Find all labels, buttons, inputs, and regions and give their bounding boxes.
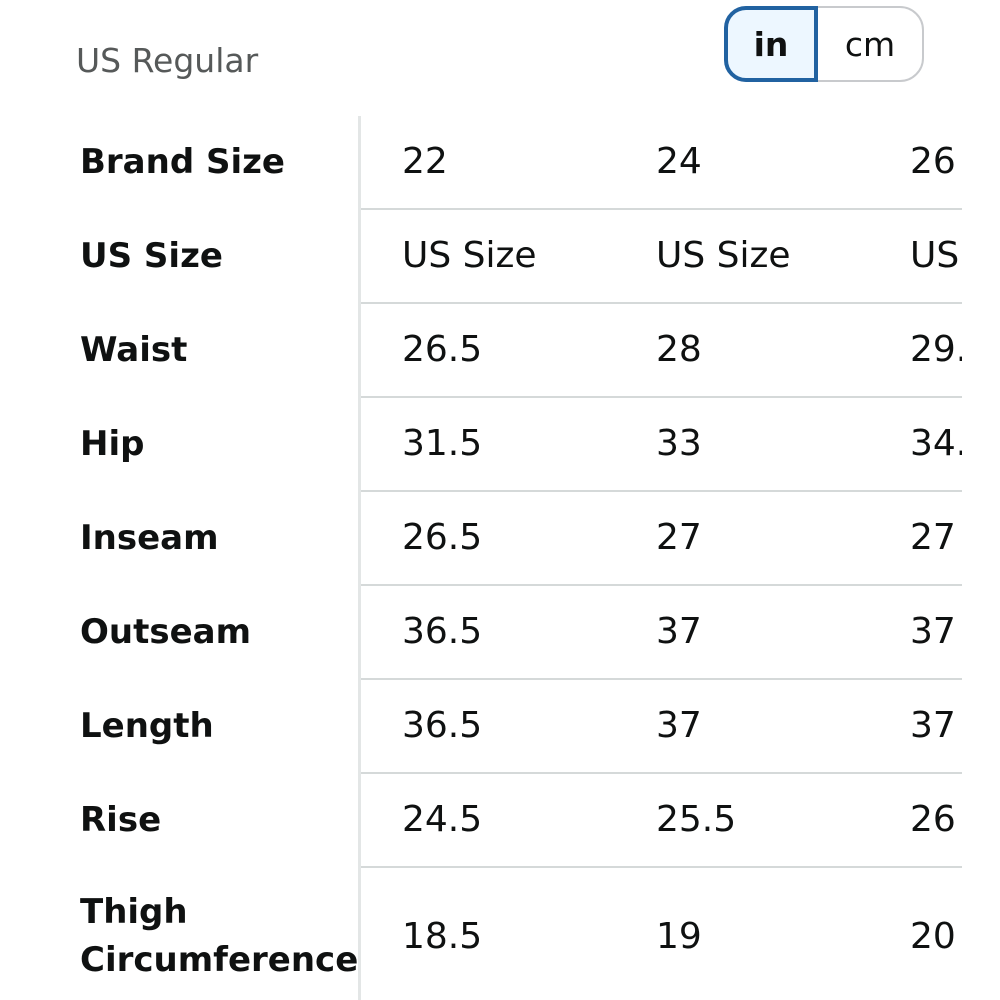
table-cell: 26 [910, 799, 956, 840]
row-divider [361, 772, 962, 774]
table-cell: 33 [656, 423, 702, 464]
table-cell: 18.5 [402, 916, 483, 957]
row-header: Outseam [80, 612, 252, 652]
size-chart-table: Brand Size 22 24 26 US Size US Size US S… [0, 116, 962, 1000]
row-header: Rise [80, 800, 162, 840]
table-cell: 27 [910, 517, 956, 558]
table-cell: 20 [910, 916, 956, 957]
row-header: Waist [80, 330, 188, 370]
row-divider [361, 396, 962, 398]
unit-toggle[interactable]: in cm [724, 6, 924, 82]
table-cell: 22 [402, 141, 448, 182]
region-label: US Regular [76, 41, 259, 80]
row-header: Brand Size [80, 142, 285, 182]
table-cell: US Size [402, 235, 537, 276]
table-cell: 27 [656, 517, 702, 558]
table-cell: 37 [656, 705, 702, 746]
table-cell: 29. [910, 329, 962, 370]
row-header: Inseam [80, 518, 219, 558]
table-cell: US [910, 235, 960, 276]
row-header-line: Circumference [80, 940, 359, 980]
table-cell: 31.5 [402, 423, 483, 464]
row-divider [361, 490, 962, 492]
row-divider [361, 678, 962, 680]
table-cell: 26 [910, 141, 956, 182]
table-cell: 28 [656, 329, 702, 370]
row-header: US Size [80, 236, 223, 276]
row-divider [361, 208, 962, 210]
table-cell: 25.5 [656, 799, 737, 840]
row-header: Length [80, 706, 214, 746]
table-cell: 26.5 [402, 517, 483, 558]
row-divider [361, 866, 962, 868]
unit-option-in[interactable]: in [724, 6, 818, 82]
table-cell: 34. [910, 423, 962, 464]
column-divider [358, 116, 361, 1000]
row-header-line: Thigh [80, 892, 188, 932]
table-cell: 36.5 [402, 705, 483, 746]
row-header: Hip [80, 424, 145, 464]
table-cell: 37 [910, 611, 956, 652]
table-cell: 26.5 [402, 329, 483, 370]
row-divider [361, 302, 962, 304]
unit-option-cm[interactable]: cm [844, 24, 896, 64]
table-cell: 36.5 [402, 611, 483, 652]
table-cell: 37 [910, 705, 956, 746]
table-cell: 37 [656, 611, 702, 652]
table-cell: 24 [656, 141, 702, 182]
table-cell: 19 [656, 916, 702, 957]
row-header: Thigh Circumference [80, 888, 359, 984]
table-cell: US Size [656, 235, 791, 276]
table-cell: 24.5 [402, 799, 483, 840]
row-divider [361, 584, 962, 586]
